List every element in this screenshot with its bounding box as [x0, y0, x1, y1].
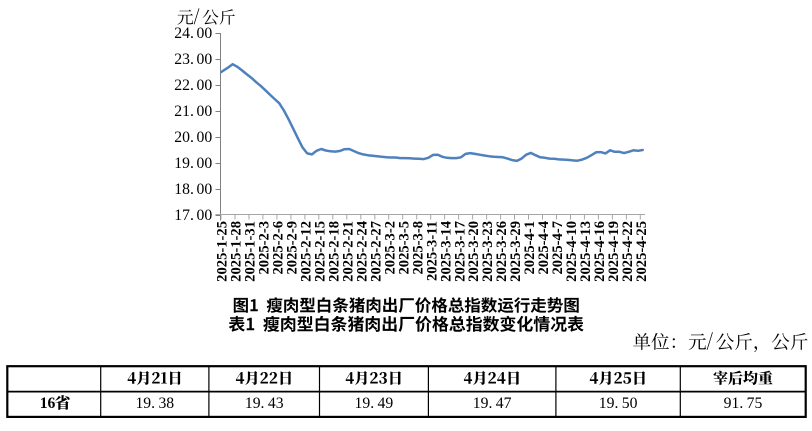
- svg-text:2025-4-13: 2025-4-13: [578, 221, 594, 282]
- svg-text:19.38: 19. 38: [135, 395, 174, 412]
- svg-text:2025-1-25: 2025-1-25: [215, 221, 231, 282]
- svg-text:2025-3-2: 2025-3-2: [382, 221, 398, 275]
- svg-text:2025-3-20: 2025-3-20: [466, 221, 482, 282]
- svg-text:2025-4-25: 2025-4-25: [634, 221, 650, 282]
- svg-text:19.43: 19. 43: [245, 395, 284, 412]
- svg-text:2025-3-23: 2025-3-23: [480, 221, 496, 282]
- svg-text:19.49: 19. 49: [355, 395, 394, 412]
- svg-text:2025-4-10: 2025-4-10: [564, 221, 580, 282]
- svg-text:23.00: 23. 00: [174, 51, 212, 68]
- svg-text:2025-3-5: 2025-3-5: [396, 221, 412, 275]
- svg-text:2025-2-9: 2025-2-9: [285, 221, 301, 275]
- svg-text:2025-4-1: 2025-4-1: [522, 221, 538, 275]
- svg-text:2025-3-29: 2025-3-29: [508, 221, 524, 282]
- svg-text:19.47: 19. 47: [473, 395, 512, 412]
- svg-text:18.00: 18. 00: [174, 181, 212, 198]
- svg-text:24.00: 24. 00: [174, 25, 212, 42]
- svg-text:2025-3-26: 2025-3-26: [494, 221, 510, 282]
- svg-text:2025-2-18: 2025-2-18: [326, 221, 342, 282]
- svg-text:2025-3-17: 2025-3-17: [452, 221, 468, 282]
- svg-text:17.00: 17. 00: [174, 207, 212, 224]
- svg-text:2025-2-3: 2025-2-3: [257, 221, 273, 275]
- svg-text:19.50: 19. 50: [599, 395, 638, 412]
- svg-text:2025-2-15: 2025-2-15: [313, 221, 329, 282]
- svg-text:2025-4-7: 2025-4-7: [550, 221, 566, 275]
- svg-text:2025-1-28: 2025-1-28: [229, 221, 245, 282]
- svg-text:2025-4-4: 2025-4-4: [536, 220, 552, 274]
- svg-text:20.00: 20. 00: [174, 129, 212, 146]
- svg-text:16: 16: [40, 395, 56, 412]
- svg-text:2025-3-8: 2025-3-8: [410, 221, 426, 275]
- svg-text:2025-2-12: 2025-2-12: [299, 221, 315, 282]
- svg-text:2025-3-11: 2025-3-11: [424, 221, 440, 281]
- svg-text:2025-2-21: 2025-2-21: [340, 221, 356, 282]
- svg-text:22.00: 22. 00: [174, 77, 212, 94]
- svg-text:2025-1-31: 2025-1-31: [243, 221, 259, 282]
- svg-text:2025-4-19: 2025-4-19: [606, 221, 622, 282]
- svg-text:2025-4-16: 2025-4-16: [592, 221, 608, 282]
- svg-text:21.00: 21. 00: [174, 103, 212, 120]
- svg-text:19.00: 19. 00: [174, 155, 212, 172]
- svg-text:2025-2-24: 2025-2-24: [354, 220, 370, 282]
- svg-text:2025-2-6: 2025-2-6: [271, 221, 287, 275]
- svg-text:2025-3-14: 2025-3-14: [438, 220, 454, 282]
- svg-text:2025-4-22: 2025-4-22: [620, 221, 636, 282]
- svg-text:91.75: 91. 75: [724, 395, 763, 412]
- svg-text:2025-2-27: 2025-2-27: [368, 221, 384, 282]
